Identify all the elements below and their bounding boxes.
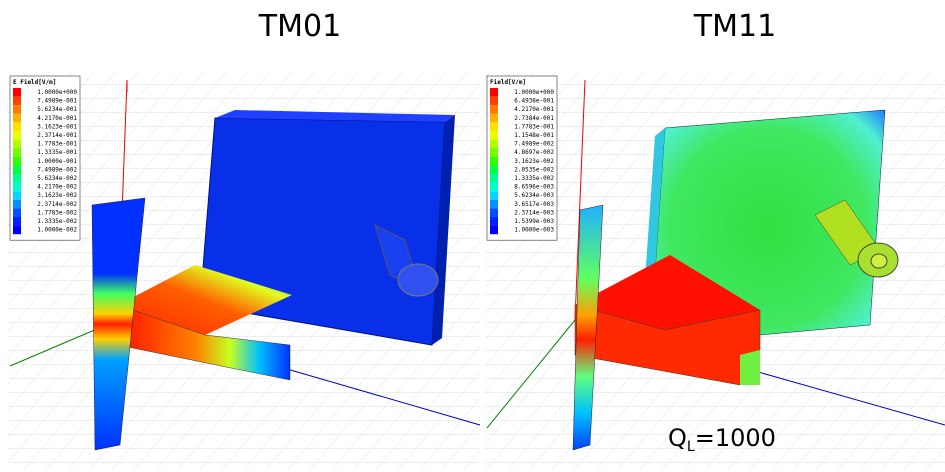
legend-swatch xyxy=(490,122,498,131)
box-end xyxy=(740,350,760,385)
legend-label: 1.0000e-003 xyxy=(514,227,554,234)
panel-2: Field[V/m] 1.0000e+000 6.4938e-0014.2170e-… xyxy=(485,72,945,470)
legend-swatch xyxy=(490,174,498,183)
legend-label: 2.3714e-002 xyxy=(37,201,77,208)
legend-swatch xyxy=(13,97,21,106)
legend-swatch xyxy=(13,191,21,200)
legend-swatch xyxy=(13,226,21,235)
legend-swatch xyxy=(490,140,498,149)
legend-swatch xyxy=(490,157,498,166)
legend-label: 4.2170e-001 xyxy=(514,106,554,113)
legend-label: 4.2170e-001 xyxy=(37,115,77,122)
legend-label: 1.0000e+000 xyxy=(514,89,554,96)
legend-label: 5.6234e-003 xyxy=(514,192,554,199)
legend-swatch xyxy=(13,208,21,217)
legend-swatch xyxy=(13,140,21,149)
legend-swatch xyxy=(13,217,21,226)
figure: TM01 TM11 E Field[V/m] 1.0000e+000 7.4989e… xyxy=(0,0,945,472)
legend-label: 6.4938e-001 xyxy=(514,98,554,105)
legend-label: 1.3335e-002 xyxy=(37,218,77,225)
legend-title: E Field[V/m] xyxy=(13,79,56,86)
panel-1: E Field[V/m]1.0000e+0007.4989e-0015.6234… xyxy=(8,72,480,470)
legend-swatch xyxy=(13,88,21,97)
legend-label: 7.4989e-001 xyxy=(37,98,77,105)
legend-swatch xyxy=(490,114,498,123)
legend-swatch xyxy=(13,183,21,192)
legend-label: 5.6234e-002 xyxy=(37,175,77,182)
legend-swatch xyxy=(13,165,21,174)
legend-label: 4.2170e-002 xyxy=(37,184,77,191)
legend-swatch xyxy=(490,183,498,192)
annotation: QL=1000 xyxy=(668,424,776,455)
legend-label: 8.6596e-003 xyxy=(514,184,554,191)
legend-label: 3.1623e-002 xyxy=(514,158,554,165)
legend-swatch xyxy=(490,105,498,114)
legend-label: 2.3714e-001 xyxy=(37,132,77,139)
legend-label: 1.3335e-001 xyxy=(37,149,77,156)
legend-label: 1.0000e-001 xyxy=(37,158,77,165)
legend-label: 1.7783e-001 xyxy=(514,123,554,130)
legend-swatch xyxy=(13,200,21,209)
legend-swatch xyxy=(13,148,21,157)
legend-swatch xyxy=(490,208,498,217)
legend-label: 1.7783e-001 xyxy=(37,141,77,148)
legend-label: 3.6517e-003 xyxy=(514,201,554,208)
legend-swatch xyxy=(13,105,21,114)
legend-swatch xyxy=(13,174,21,183)
legend-label: 1.1548e-001 xyxy=(514,132,554,139)
cylinder-end xyxy=(398,264,438,296)
legend-label: 1.0000e-002 xyxy=(37,227,77,234)
legend-label: 1.5399e-003 xyxy=(514,218,554,225)
legend-label: 2.0535e-002 xyxy=(514,166,554,173)
legend-swatch xyxy=(490,200,498,209)
legend-label: 1.3335e-002 xyxy=(514,175,554,182)
legend-swatch xyxy=(490,226,498,235)
legend-swatch xyxy=(13,131,21,140)
legend-swatch xyxy=(490,148,498,157)
legend-swatch xyxy=(490,88,498,97)
legend-label: 3.1623e-001 xyxy=(37,123,77,130)
legend-label: 4.8697e-002 xyxy=(514,149,554,156)
panel-title: TM01 xyxy=(258,9,341,44)
legend-swatch xyxy=(490,97,498,106)
legend-label: 2.3714e-003 xyxy=(514,209,554,216)
legend-label: 1.7783e-002 xyxy=(37,209,77,216)
legend-title: Field[V/m] xyxy=(490,79,526,86)
legend-swatch xyxy=(490,217,498,226)
legend-swatch xyxy=(490,191,498,200)
legend-label: 7.4989e-002 xyxy=(37,166,77,173)
legend-swatch xyxy=(490,165,498,174)
legend-swatch xyxy=(490,131,498,140)
legend-label: 3.1623e-002 xyxy=(37,192,77,199)
cylinder-bore xyxy=(871,254,887,268)
legend-label: 5.6234e-001 xyxy=(37,106,77,113)
panel-title: TM11 xyxy=(693,9,776,44)
legend-swatch xyxy=(13,122,21,131)
legend-label: 7.4989e-002 xyxy=(514,141,554,148)
legend-swatch xyxy=(13,114,21,123)
legend-label: 2.7384e-001 xyxy=(514,115,554,122)
legend-swatch xyxy=(13,157,21,166)
legend-label: 1.0000e+000 xyxy=(37,89,77,96)
